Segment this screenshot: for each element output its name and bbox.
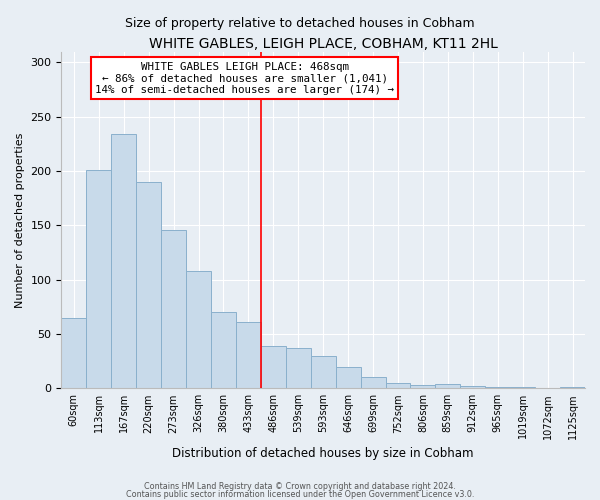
Bar — [111, 134, 136, 388]
Bar — [186, 271, 211, 388]
Bar — [560, 387, 585, 388]
Bar — [286, 348, 311, 389]
Y-axis label: Number of detached properties: Number of detached properties — [15, 132, 25, 308]
Text: Size of property relative to detached houses in Cobham: Size of property relative to detached ho… — [125, 18, 475, 30]
Text: Contains HM Land Registry data © Crown copyright and database right 2024.: Contains HM Land Registry data © Crown c… — [144, 482, 456, 491]
Bar — [460, 386, 485, 388]
Bar — [236, 322, 261, 388]
Bar — [61, 318, 86, 388]
Bar — [436, 384, 460, 388]
Bar — [311, 356, 335, 388]
Bar — [386, 383, 410, 388]
Bar — [361, 378, 386, 388]
Bar — [161, 230, 186, 388]
Bar — [86, 170, 111, 388]
Bar — [211, 312, 236, 388]
Bar — [335, 366, 361, 388]
Bar — [510, 387, 535, 388]
X-axis label: Distribution of detached houses by size in Cobham: Distribution of detached houses by size … — [172, 447, 474, 460]
Bar — [261, 346, 286, 389]
Bar — [136, 182, 161, 388]
Text: WHITE GABLES LEIGH PLACE: 468sqm
← 86% of detached houses are smaller (1,041)
14: WHITE GABLES LEIGH PLACE: 468sqm ← 86% o… — [95, 62, 394, 95]
Title: WHITE GABLES, LEIGH PLACE, COBHAM, KT11 2HL: WHITE GABLES, LEIGH PLACE, COBHAM, KT11 … — [149, 38, 497, 52]
Bar — [485, 387, 510, 388]
Bar — [410, 385, 436, 388]
Text: Contains public sector information licensed under the Open Government Licence v3: Contains public sector information licen… — [126, 490, 474, 499]
